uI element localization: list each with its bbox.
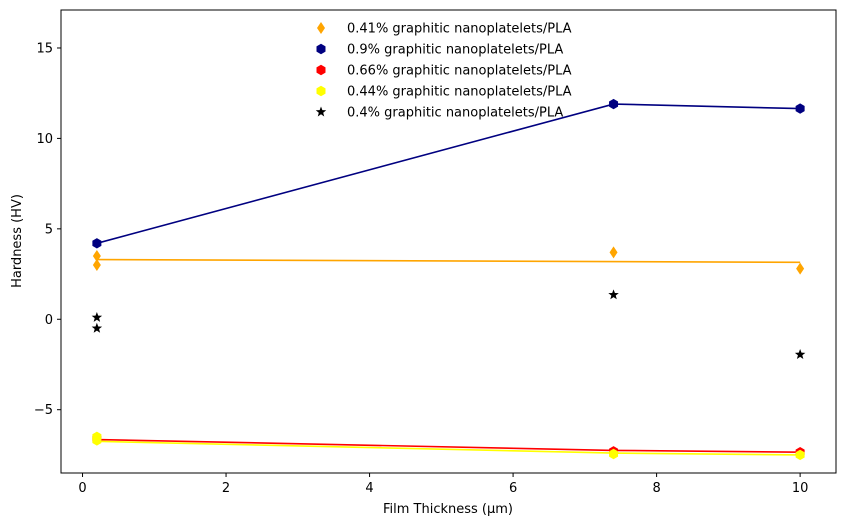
x-tick-label: 4 xyxy=(365,481,373,496)
data-point-series-0-3 xyxy=(796,262,805,275)
data-point-series-4-0 xyxy=(91,311,103,322)
y-tick-label: 0 xyxy=(45,313,53,328)
data-point-series-0-0 xyxy=(92,249,101,262)
data-point-series-1-0 xyxy=(92,238,102,249)
y-axis-title: Hardness (HV) xyxy=(10,194,25,288)
data-point-series-4-1 xyxy=(91,322,103,333)
legend-marker-4 xyxy=(315,106,327,117)
legend-label-0: 0.41% graphitic nanoplatelets/PLA xyxy=(347,22,572,37)
x-tick-label: 2 xyxy=(222,481,230,496)
data-point-series-3-3 xyxy=(795,449,805,461)
plot-frame xyxy=(60,9,837,474)
x-tick-label: 0 xyxy=(78,481,86,496)
data-point-series-3-1 xyxy=(92,435,102,446)
y-tick-label: 15 xyxy=(36,41,53,56)
legend-marker-1 xyxy=(316,43,326,55)
x-axis-ticks: 0 2 4 6 8 10 xyxy=(78,473,808,496)
x-tick-label: 10 xyxy=(792,481,809,496)
plot-background xyxy=(61,10,836,473)
x-axis-title: Film Thickness (µm) xyxy=(383,502,513,517)
legend-marker-0 xyxy=(317,22,325,34)
legend-marker-3 xyxy=(316,85,326,97)
data-point-series-1-2 xyxy=(795,103,805,114)
fit-line-series-0 xyxy=(96,258,801,264)
x-tick-label: 8 xyxy=(652,481,660,496)
y-axis-ticks: −5 0 5 10 15 xyxy=(34,41,61,418)
data-markers xyxy=(91,98,806,461)
data-point-series-1-1 xyxy=(609,98,619,110)
y-tick-label: −5 xyxy=(34,403,53,418)
data-point-series-3-2 xyxy=(609,448,619,460)
data-point-series-0-1 xyxy=(92,259,101,272)
data-point-series-4-2 xyxy=(608,289,619,300)
data-point-series-0-2 xyxy=(609,246,618,259)
legend-label-3: 0.44% graphitic nanoplatelets/PLA xyxy=(347,85,572,100)
legend-label-2: 0.66% graphitic nanoplatelets/PLA xyxy=(347,64,572,79)
legend-label-1: 0.9% graphitic nanoplatelets/PLA xyxy=(347,43,563,58)
legend-marker-2 xyxy=(316,64,326,76)
y-tick-label: 10 xyxy=(36,132,53,147)
x-tick-label: 6 xyxy=(509,481,517,496)
legend: 0.41% graphitic nanoplatelets/PLA 0.9% gr… xyxy=(315,22,572,121)
legend-label-4: 0.4% graphitic nanoplatelets/PLA xyxy=(347,106,563,121)
data-point-series-4-3 xyxy=(794,349,806,359)
y-tick-label: 5 xyxy=(45,222,53,237)
